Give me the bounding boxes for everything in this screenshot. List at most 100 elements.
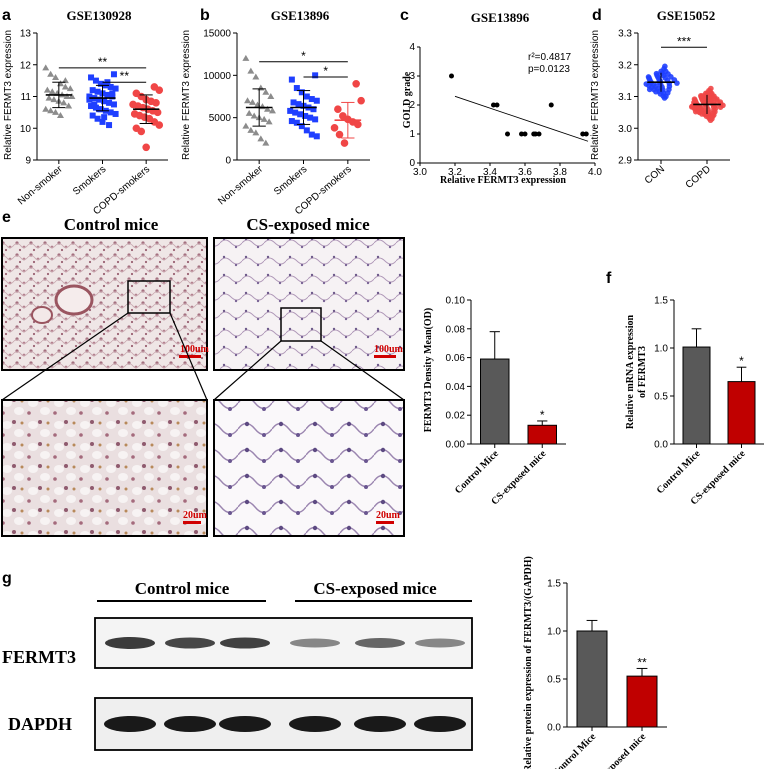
data-point-circle (352, 80, 360, 88)
fermt3-band (105, 637, 155, 649)
data-point-triangle (249, 98, 257, 105)
dapdh-band (164, 716, 216, 732)
scale-bar-label: 100um (180, 344, 210, 355)
y-tick-label: 0.04 (446, 382, 466, 393)
x-tick-label: Control Mice (550, 731, 598, 769)
fermt3-band (165, 637, 215, 649)
x-tick-label: 3.4 (483, 167, 497, 178)
panel-letter: a (2, 7, 11, 24)
data-point-triangle (247, 67, 255, 74)
y-tick-label: 0.0 (654, 440, 668, 451)
y-tick-label: 1.5 (654, 296, 668, 307)
data-point-circle (339, 112, 347, 120)
chart-d-plot: 2.9 3.0 3.1 3.2 3.3 CON COPD *** (618, 29, 730, 191)
data-point-square (106, 122, 113, 129)
y-axis-label: Relative FERMT3 expression (3, 30, 14, 160)
data-point-square (104, 91, 111, 98)
x-tick-label: CS-exposed mice (589, 731, 648, 769)
y-tick-label: 3.3 (618, 29, 632, 40)
data-point-square (302, 112, 309, 119)
y-axis-label: Relative FERMT3 expression (590, 30, 601, 160)
data-point-triangle (66, 85, 74, 92)
data-point-square (107, 109, 114, 116)
data-point-circle (354, 120, 362, 129)
bar (682, 346, 711, 445)
panel-a: a GSE130928 Relative FERMT3 expression 9… (2, 7, 168, 217)
data-point-triangle (48, 88, 56, 95)
scale-bar (183, 521, 201, 524)
data-point-triangle (252, 73, 260, 80)
data-point (662, 63, 668, 70)
y-tick-label: 11 (21, 92, 32, 103)
data-point-square (303, 127, 310, 134)
y-tick-label: 10 (20, 124, 32, 135)
dapdh-band (104, 716, 156, 732)
data-point-square (106, 99, 113, 106)
data-point-square (92, 77, 99, 84)
y-tick-label: 0 (225, 156, 231, 167)
data-point-square (91, 101, 98, 108)
x-tick-label: 3.8 (553, 167, 567, 178)
data-point (705, 110, 711, 117)
zoom-region-box (127, 280, 171, 314)
cs-exposed-mice-group-label: CS-exposed mice (313, 579, 437, 598)
y-tick-label: 15000 (203, 29, 231, 40)
data-point (645, 74, 652, 80)
fermt3-band (415, 638, 465, 648)
data-point-square (101, 98, 108, 105)
chart-title: GSE13896 (271, 8, 330, 23)
data-point-circle (137, 127, 146, 136)
x-tick-label: 3.6 (518, 167, 532, 178)
dapdh-band (219, 716, 271, 732)
data-point-square (94, 115, 101, 122)
data-point-triangle (52, 73, 60, 80)
x-tick-label: 4.0 (588, 167, 602, 178)
panel-b: b GSE13896 Relative FERMT3 expression 0 5… (181, 7, 370, 217)
data-point-triangle (61, 83, 69, 90)
data-point (698, 93, 704, 99)
x-tick-label: Control Mice (655, 448, 703, 496)
chart-g-plot: 0.0 0.5 1.0 1.5 Control Mice ** CS-exposed mic… (547, 579, 667, 769)
panel-e-chart: FERMT3 Density Mean(OD) 0.00 0.02 0.04 0.06… (423, 296, 566, 507)
y-tick-label: 3.2 (618, 60, 632, 71)
scale-bar-label: 20um (183, 510, 208, 521)
data-point-square (288, 118, 295, 125)
data-point-square (88, 103, 95, 110)
data-point-triangle (262, 88, 270, 95)
data-point-triangle (61, 77, 69, 84)
data-point-square (86, 93, 93, 100)
data-point-square (101, 114, 108, 121)
r-squared-annotation: r²=0.4817 (528, 52, 572, 63)
blot-bands (104, 637, 466, 732)
data-point-square (96, 106, 103, 113)
data-point-triangle (56, 80, 64, 87)
panel-letter: f (606, 270, 612, 287)
y-tick-label: 4 (409, 42, 415, 53)
y-tick-label: 0.10 (446, 296, 466, 307)
fermt3-blot-strip (94, 617, 473, 669)
data-point-square (313, 133, 320, 140)
data-point-square (97, 80, 104, 87)
data-point-square (298, 123, 305, 130)
control-mice-title: Control mice (64, 215, 159, 234)
data-point-triangle (260, 115, 268, 122)
data-point-circle (155, 86, 164, 94)
scale-bar (374, 355, 396, 358)
data-point-square (290, 99, 297, 106)
blot-label-dapdh: DAPDH (8, 714, 72, 734)
panel-e-images: e Control mice CS-exposed mice 100um 100… (1, 209, 405, 537)
panel-letter: d (592, 7, 602, 24)
y-tick-label: 3.0 (618, 124, 632, 135)
y-tick-label: 9 (25, 156, 31, 167)
significance-label: * (540, 408, 545, 422)
data-point-circle (357, 96, 365, 105)
scale-bar-label: 20um (376, 510, 401, 521)
panel-letter: g (2, 570, 12, 587)
control-lung-micrograph-high (1, 399, 208, 537)
vessel-structure (31, 306, 53, 324)
data-point-square (307, 114, 314, 121)
data-point-square (94, 88, 101, 95)
y-tick-label: 1.0 (547, 627, 561, 638)
